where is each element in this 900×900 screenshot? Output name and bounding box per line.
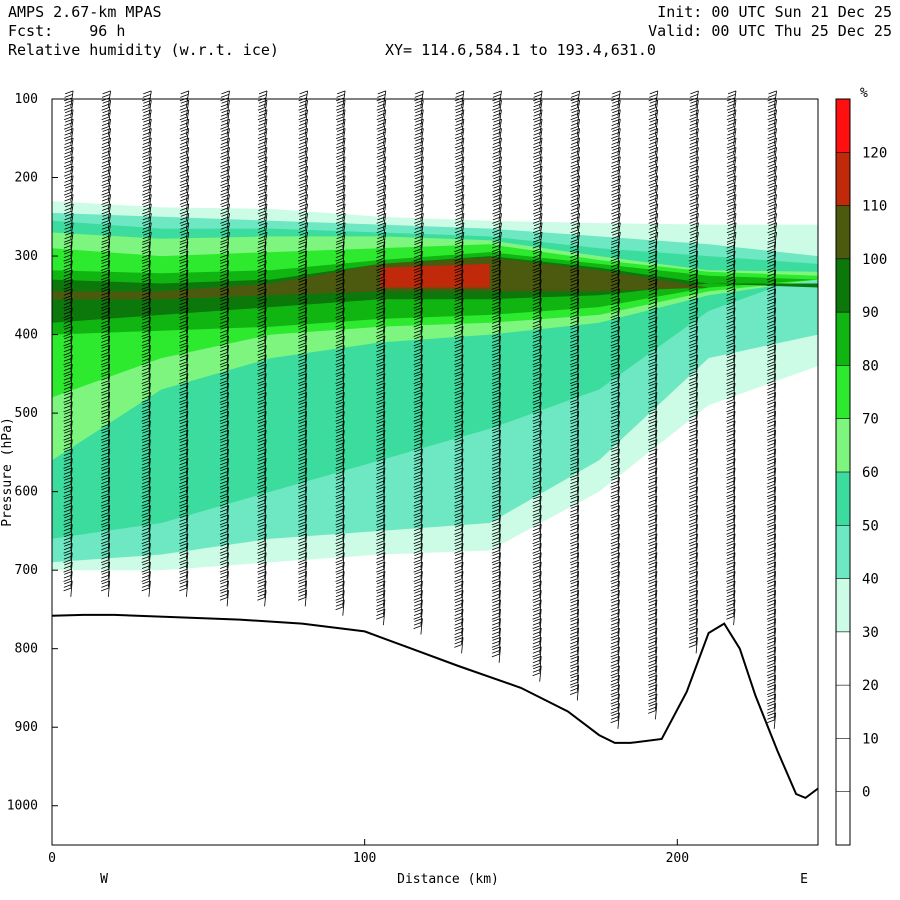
colorbar-swatch: [836, 365, 850, 419]
colorbar-swatch: [836, 791, 850, 845]
rh-band-110-120: [380, 263, 490, 288]
below-ground-mask: [52, 614, 818, 845]
valid-time: Valid: 00 UTC Thu 25 Dec 25: [648, 22, 892, 40]
colorbar-swatch: [836, 472, 850, 526]
wind-barb-column: [532, 90, 543, 682]
wind-barbs: [63, 90, 777, 729]
wind-barb-column: [335, 90, 346, 616]
y-tick-label: 900: [15, 720, 38, 735]
y-tick-label: 100: [15, 92, 38, 107]
humidity-contours: [52, 201, 818, 571]
colorbar-swatch: [836, 685, 850, 739]
colorbar-swatch: [836, 418, 850, 472]
west-label: W: [100, 872, 108, 887]
colorbar-label: 50: [862, 518, 879, 534]
colorbar-swatch: [836, 631, 850, 686]
x-tick-label: 0: [48, 851, 56, 866]
y-tick-label: 800: [15, 642, 38, 657]
wind-barb-column: [610, 90, 621, 729]
y-tick-label: 300: [15, 249, 38, 264]
y-tick-label: 1000: [7, 799, 38, 814]
wind-barb-column: [688, 90, 699, 654]
colorbar-label: 0: [862, 785, 870, 801]
wind-barb-column: [179, 90, 190, 597]
y-tick-label: 200: [15, 171, 38, 186]
colorbar-swatch: [836, 258, 850, 313]
wind-barb-column: [413, 90, 424, 635]
forecast-hour: Fcst: 96 h: [8, 22, 126, 40]
terrain: [51, 613, 819, 845]
colorbar-swatch: [836, 738, 850, 792]
x-tick-label: 200: [666, 851, 689, 866]
wind-barb-column: [219, 90, 230, 607]
colorbar-swatch: [836, 152, 850, 206]
y-axis: 100 200 300 400 500 600 700 800 900 1000: [7, 92, 58, 814]
wind-barb-column: [297, 90, 308, 607]
wind-barb-column: [766, 90, 777, 729]
wind-barb-column: [100, 90, 111, 597]
x-tick-label: 100: [353, 851, 376, 866]
wind-barb-column: [569, 90, 580, 701]
colorbar-label: 20: [862, 678, 879, 694]
wind-barb-column: [257, 90, 268, 607]
colorbar-swatch: [836, 205, 850, 259]
colorbar-swatch: [836, 578, 850, 632]
y-axis-label: Pressure (hPa): [0, 417, 15, 527]
colorbar-label: 120: [862, 145, 887, 161]
colorbar-label: 40: [862, 572, 879, 588]
colorbar-label: 10: [862, 731, 879, 747]
colorbar-swatch: [836, 525, 850, 579]
colorbar-label: 70: [862, 412, 879, 428]
x-axis-label: Distance (km): [397, 872, 499, 887]
wind-barb-column: [648, 90, 659, 720]
colorbar-label: 100: [862, 252, 887, 268]
colorbar-swatch: [836, 312, 850, 366]
east-label: E: [800, 872, 808, 887]
wind-barb-column: [491, 90, 502, 663]
colorbar-unit: %: [860, 86, 868, 101]
terrain-line: [51, 613, 819, 800]
y-tick-label: 600: [15, 485, 38, 500]
colorbar-swatch: [836, 99, 850, 153]
colorbar-label: 90: [862, 305, 879, 321]
cross-section-endpoints: XY= 114.6,584.1 to 193.4,631.0: [385, 41, 656, 59]
colorbar-label: 80: [862, 358, 879, 374]
colorbar-label: 110: [862, 199, 887, 215]
init-time: Init: 00 UTC Sun 21 Dec 25: [657, 3, 892, 21]
x-axis: 0 100 200: [48, 839, 689, 866]
wind-barb-column: [454, 90, 465, 654]
model-title: AMPS 2.67-km MPAS: [8, 3, 162, 21]
colorbar-label: 60: [862, 465, 879, 481]
wind-barb-column: [141, 90, 152, 597]
colorbar-label: 30: [862, 625, 879, 641]
field-name: Relative humidity (w.r.t. ice): [8, 41, 279, 59]
wind-barb-column: [63, 90, 74, 597]
colorbar: 0 10 20 30 40 50 60 70 80 90 100 110 120%: [835, 86, 887, 846]
y-tick-label: 400: [15, 328, 38, 343]
y-tick-label: 500: [15, 406, 38, 421]
plot-frame: [51, 98, 819, 846]
wind-barb-column: [376, 90, 387, 626]
y-tick-label: 700: [15, 563, 38, 578]
